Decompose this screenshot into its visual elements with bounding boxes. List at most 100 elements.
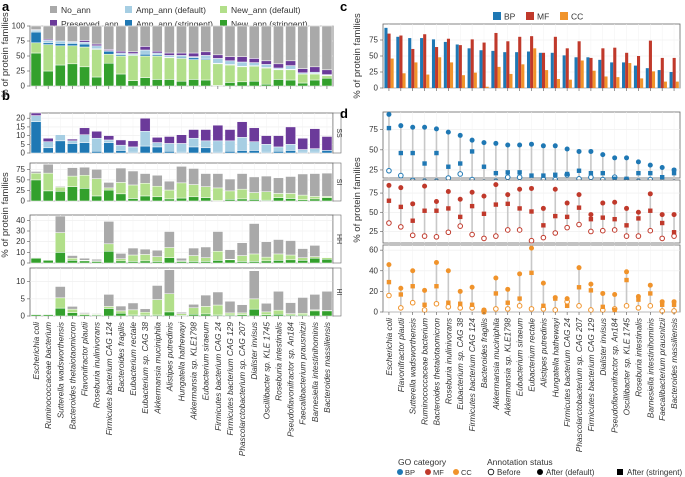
bar-segment bbox=[285, 69, 296, 81]
bar-segment bbox=[200, 55, 212, 59]
bar-segment bbox=[224, 151, 236, 154]
y-tick-label: 5 bbox=[21, 294, 26, 303]
y-tick-label: 0 bbox=[21, 82, 26, 91]
bar-segment bbox=[42, 314, 54, 317]
bar-segment bbox=[188, 255, 199, 262]
x-tick-label: Firmicutes bacterium CAG 24 bbox=[562, 318, 572, 427]
bar-segment bbox=[297, 173, 309, 196]
x-tick-label: Akkermansia sp. KLE1798 bbox=[189, 322, 199, 421]
point-after-default bbox=[552, 295, 558, 301]
point-before bbox=[611, 227, 618, 233]
point-before bbox=[433, 300, 440, 307]
point-after-stringent bbox=[612, 307, 617, 313]
point-before bbox=[528, 237, 535, 244]
point-after-stringent bbox=[529, 270, 534, 276]
bar-segment bbox=[127, 247, 139, 256]
bar-segment bbox=[42, 147, 54, 154]
bar-cc bbox=[497, 66, 501, 88]
point-after-stringent bbox=[434, 208, 439, 213]
bar-segment bbox=[91, 49, 102, 78]
point-after-stringent bbox=[648, 208, 653, 213]
bar-segment bbox=[297, 73, 309, 84]
legend-label: After (stringent) bbox=[627, 468, 682, 477]
bar-segment bbox=[200, 186, 212, 198]
y-axis-label: % of protein families bbox=[352, 157, 363, 243]
bar-segment bbox=[297, 297, 309, 314]
bar-segment bbox=[176, 52, 187, 56]
point-before bbox=[635, 305, 642, 311]
point-after-default bbox=[398, 185, 404, 191]
bar-segment bbox=[261, 303, 272, 313]
bar-segment bbox=[224, 190, 236, 200]
bar-mf bbox=[458, 45, 462, 88]
bar-segment bbox=[54, 43, 66, 47]
point-before bbox=[588, 307, 594, 313]
point-after-stringent bbox=[458, 301, 463, 306]
point-after-default bbox=[600, 290, 606, 296]
bar-segment bbox=[30, 171, 42, 174]
bar-segment bbox=[200, 313, 212, 317]
point-before bbox=[576, 221, 582, 228]
bar-segment bbox=[273, 177, 284, 194]
bar-segment bbox=[103, 306, 115, 309]
point-after-stringent bbox=[564, 171, 570, 177]
y-tick-label: 60 bbox=[369, 246, 378, 255]
bar-segment bbox=[115, 260, 127, 264]
bar-segment bbox=[297, 194, 309, 200]
bar-segment bbox=[54, 232, 66, 253]
point-before bbox=[504, 306, 511, 312]
legend-label: CC bbox=[571, 12, 583, 22]
bar-segment bbox=[164, 151, 175, 154]
point-after-stringent bbox=[386, 198, 392, 203]
bar-mf bbox=[518, 36, 522, 88]
bar-segment bbox=[103, 62, 115, 87]
bar-segment bbox=[103, 50, 115, 55]
point-after-default bbox=[505, 286, 511, 292]
bar-segment bbox=[309, 245, 321, 257]
legend-label: MF bbox=[433, 468, 444, 477]
bar-segment bbox=[321, 77, 333, 87]
point-after-stringent bbox=[636, 216, 641, 221]
point-after-stringent bbox=[636, 297, 641, 302]
point-before bbox=[398, 305, 404, 311]
bar-segment bbox=[212, 124, 224, 142]
point-after-stringent bbox=[648, 291, 653, 296]
bar-segment bbox=[212, 58, 224, 64]
bar-segment bbox=[309, 79, 321, 87]
bar-segment bbox=[67, 312, 78, 317]
bar-segment bbox=[151, 285, 163, 300]
bar-segment bbox=[321, 259, 333, 264]
point-after-default bbox=[647, 282, 653, 288]
legend-default-marker bbox=[537, 469, 543, 475]
x-tick-label: Oscillibacter sp. KLE 1745 bbox=[261, 322, 271, 420]
point-after-stringent bbox=[422, 302, 427, 307]
point-after-default bbox=[529, 245, 534, 251]
point-after-stringent bbox=[588, 170, 594, 176]
bar-segment bbox=[67, 25, 78, 42]
bar-segment bbox=[273, 253, 284, 261]
bar-segment bbox=[67, 308, 78, 313]
point-after-default bbox=[576, 192, 582, 198]
bar-segment bbox=[212, 63, 224, 86]
bar-segment bbox=[188, 304, 199, 309]
bar-segment bbox=[297, 137, 309, 150]
bar-segment bbox=[176, 257, 187, 262]
bar-cc bbox=[461, 75, 465, 88]
y-tick-label: 15 bbox=[16, 122, 25, 131]
bar-mf bbox=[648, 40, 652, 88]
bar-segment bbox=[115, 310, 127, 314]
bar-segment bbox=[200, 173, 212, 187]
bar-segment bbox=[285, 65, 296, 70]
point-after-default bbox=[588, 148, 594, 154]
bar-segment bbox=[151, 196, 163, 202]
point-before bbox=[445, 229, 452, 236]
bar-cc bbox=[473, 72, 477, 88]
bar-segment bbox=[236, 137, 248, 151]
bar-bp bbox=[491, 50, 495, 88]
panel-letter-a: a bbox=[2, 0, 10, 14]
bar-segment bbox=[164, 25, 175, 54]
bar-segment bbox=[164, 231, 175, 248]
point-before bbox=[386, 292, 392, 299]
y-tick-label: 75 bbox=[369, 36, 378, 45]
y-tick-label: 50 bbox=[369, 145, 378, 154]
